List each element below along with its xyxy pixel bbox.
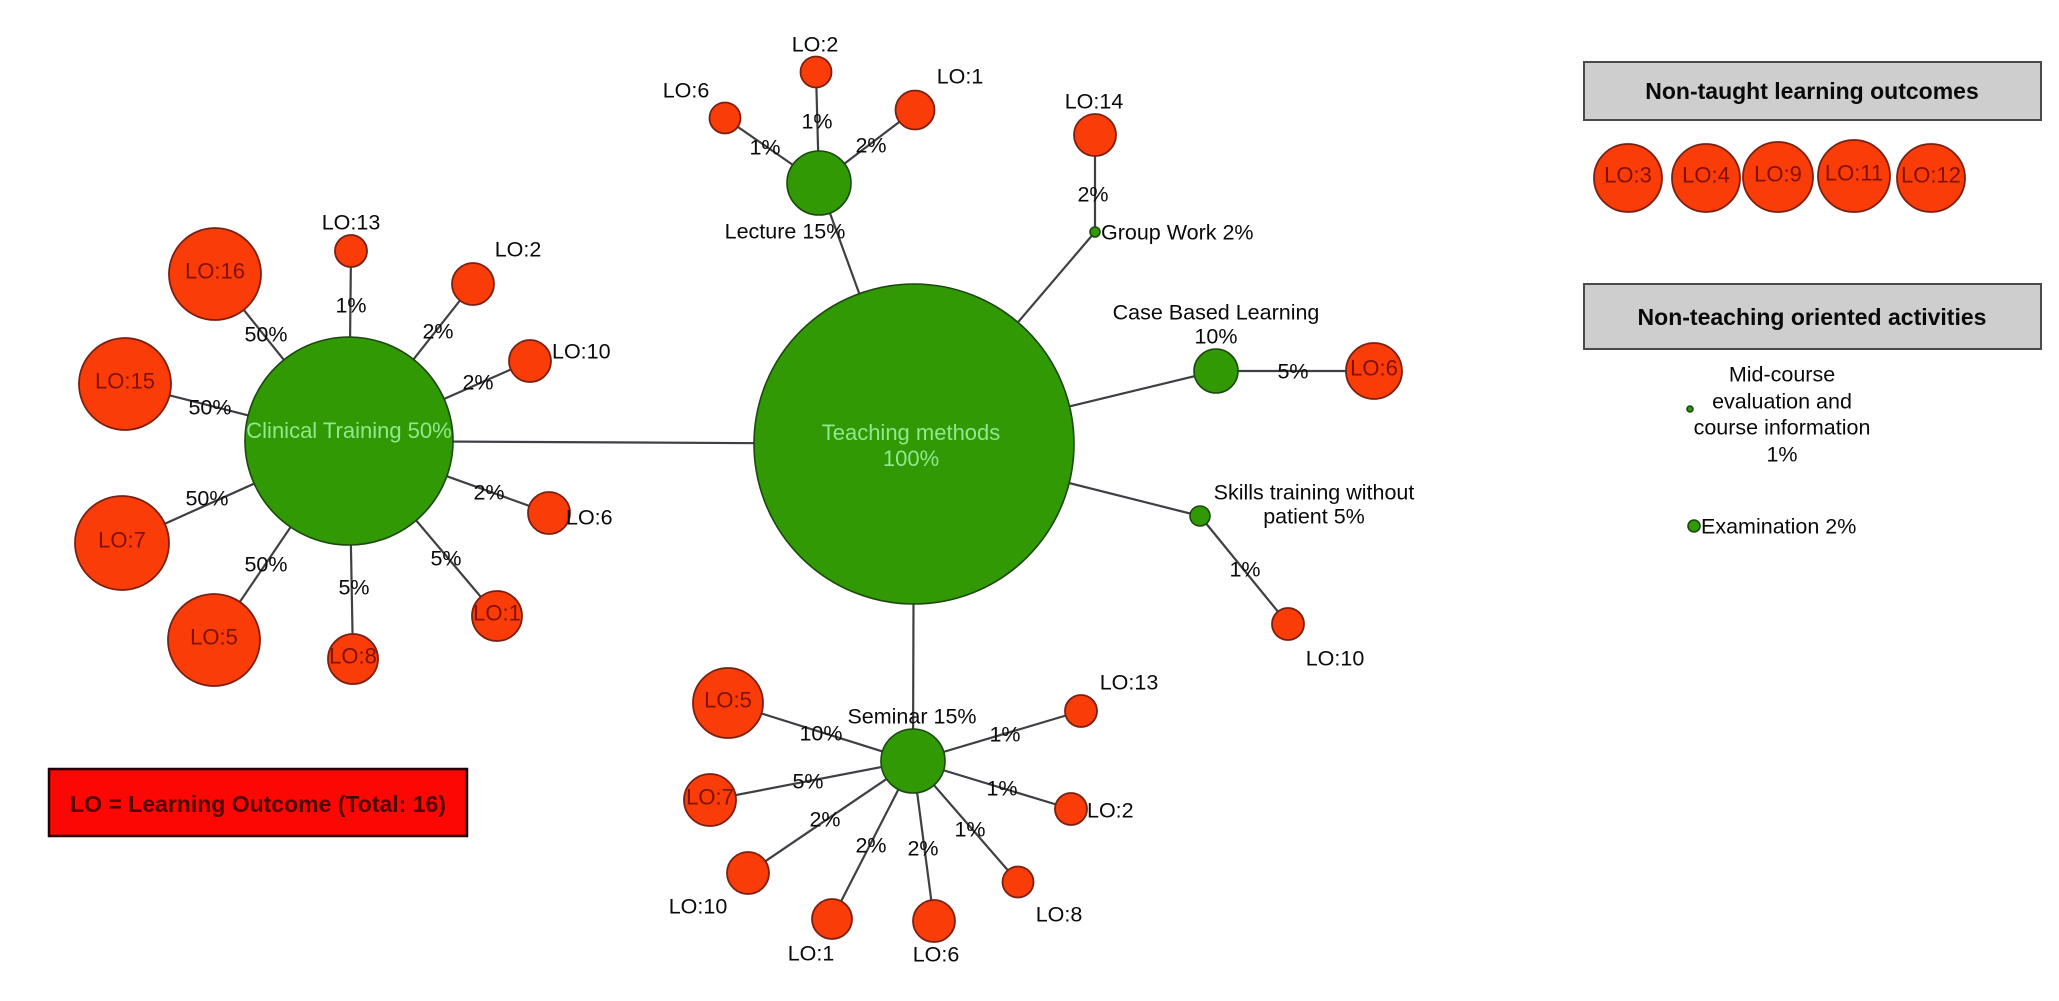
svg-text:Non-taught learning outcomes: Non-taught learning outcomes [1645, 78, 1979, 104]
svg-text:10%: 10% [799, 722, 842, 746]
svg-text:LO:2: LO:2 [495, 238, 542, 262]
svg-text:Non-teaching oriented activiti: Non-teaching oriented activities [1638, 304, 1987, 330]
svg-text:LO:6: LO:6 [663, 79, 710, 103]
svg-text:Lecture 15%: Lecture 15% [725, 220, 846, 244]
svg-text:Case Based Learning: Case Based Learning [1113, 301, 1320, 325]
svg-text:Clinical Training 50%: Clinical Training 50% [246, 418, 451, 443]
svg-text:2%: 2% [473, 481, 504, 505]
svg-text:5%: 5% [338, 576, 369, 600]
svg-text:Teaching methods: Teaching methods [822, 420, 1001, 445]
svg-text:1%: 1% [749, 136, 780, 160]
svg-text:LO = Learning Outcome (Total:: LO = Learning Outcome (Total: 16) [70, 791, 446, 817]
svg-text:LO:8: LO:8 [329, 644, 377, 669]
svg-text:2%: 2% [809, 808, 840, 832]
svg-text:1%: 1% [801, 110, 832, 134]
svg-text:LO:6: LO:6 [566, 506, 613, 530]
svg-text:5%: 5% [792, 770, 823, 794]
svg-text:LO:6: LO:6 [1350, 356, 1398, 381]
svg-text:1%: 1% [954, 818, 985, 842]
svg-text:LO:16: LO:16 [185, 259, 245, 284]
svg-text:2%: 2% [855, 834, 886, 858]
svg-text:LO:12: LO:12 [1901, 163, 1961, 188]
svg-text:LO:1: LO:1 [473, 601, 521, 626]
svg-text:2%: 2% [1077, 183, 1108, 207]
svg-text:LO:2: LO:2 [792, 33, 839, 57]
svg-text:LO:15: LO:15 [95, 369, 155, 394]
svg-text:LO:13: LO:13 [322, 211, 381, 235]
svg-text:100%: 100% [883, 446, 939, 471]
svg-text:Mid-course: Mid-course [1729, 363, 1835, 387]
svg-text:1%: 1% [986, 777, 1017, 801]
svg-text:LO:5: LO:5 [704, 688, 752, 713]
svg-text:LO:6: LO:6 [913, 943, 960, 967]
svg-text:LO:10: LO:10 [669, 895, 728, 919]
svg-text:Examination 2%: Examination 2% [1701, 515, 1856, 539]
svg-text:2%: 2% [462, 371, 493, 395]
svg-text:50%: 50% [185, 487, 228, 511]
svg-text:Seminar 15%: Seminar 15% [847, 705, 976, 729]
svg-text:LO:8: LO:8 [1036, 903, 1083, 927]
svg-text:LO:9: LO:9 [1754, 162, 1802, 187]
svg-text:LO:11: LO:11 [1825, 161, 1883, 186]
svg-text:1%: 1% [989, 723, 1020, 747]
svg-text:LO:2: LO:2 [1087, 799, 1134, 823]
svg-text:LO:7: LO:7 [686, 785, 734, 810]
svg-text:LO:5: LO:5 [190, 625, 238, 650]
svg-text:2%: 2% [855, 134, 886, 158]
svg-text:LO:7: LO:7 [98, 528, 146, 553]
svg-text:2%: 2% [907, 837, 938, 861]
svg-text:50%: 50% [244, 553, 287, 577]
svg-text:2%: 2% [422, 320, 453, 344]
svg-text:Group Work 2%: Group Work 2% [1101, 221, 1254, 245]
svg-text:Skills training without: Skills training without [1214, 481, 1415, 505]
svg-text:1%: 1% [335, 294, 366, 318]
svg-text:50%: 50% [188, 396, 231, 420]
svg-text:5%: 5% [1277, 360, 1308, 384]
svg-text:course information: course information [1694, 416, 1871, 440]
svg-text:5%: 5% [430, 547, 461, 571]
svg-text:LO:3: LO:3 [1604, 163, 1652, 188]
svg-text:LO:10: LO:10 [1306, 647, 1365, 671]
svg-text:10%: 10% [1194, 325, 1237, 349]
svg-text:LO:4: LO:4 [1682, 163, 1730, 188]
svg-text:50%: 50% [244, 323, 287, 347]
svg-text:1%: 1% [1766, 443, 1797, 467]
svg-text:LO:1: LO:1 [788, 942, 835, 966]
svg-text:LO:1: LO:1 [937, 65, 984, 89]
svg-text:LO:14: LO:14 [1065, 90, 1124, 114]
svg-text:patient 5%: patient 5% [1263, 505, 1365, 529]
svg-text:1%: 1% [1229, 558, 1260, 582]
svg-text:LO:13: LO:13 [1100, 671, 1159, 695]
svg-text:LO:10: LO:10 [552, 340, 611, 364]
svg-text:evaluation and: evaluation and [1712, 390, 1852, 414]
